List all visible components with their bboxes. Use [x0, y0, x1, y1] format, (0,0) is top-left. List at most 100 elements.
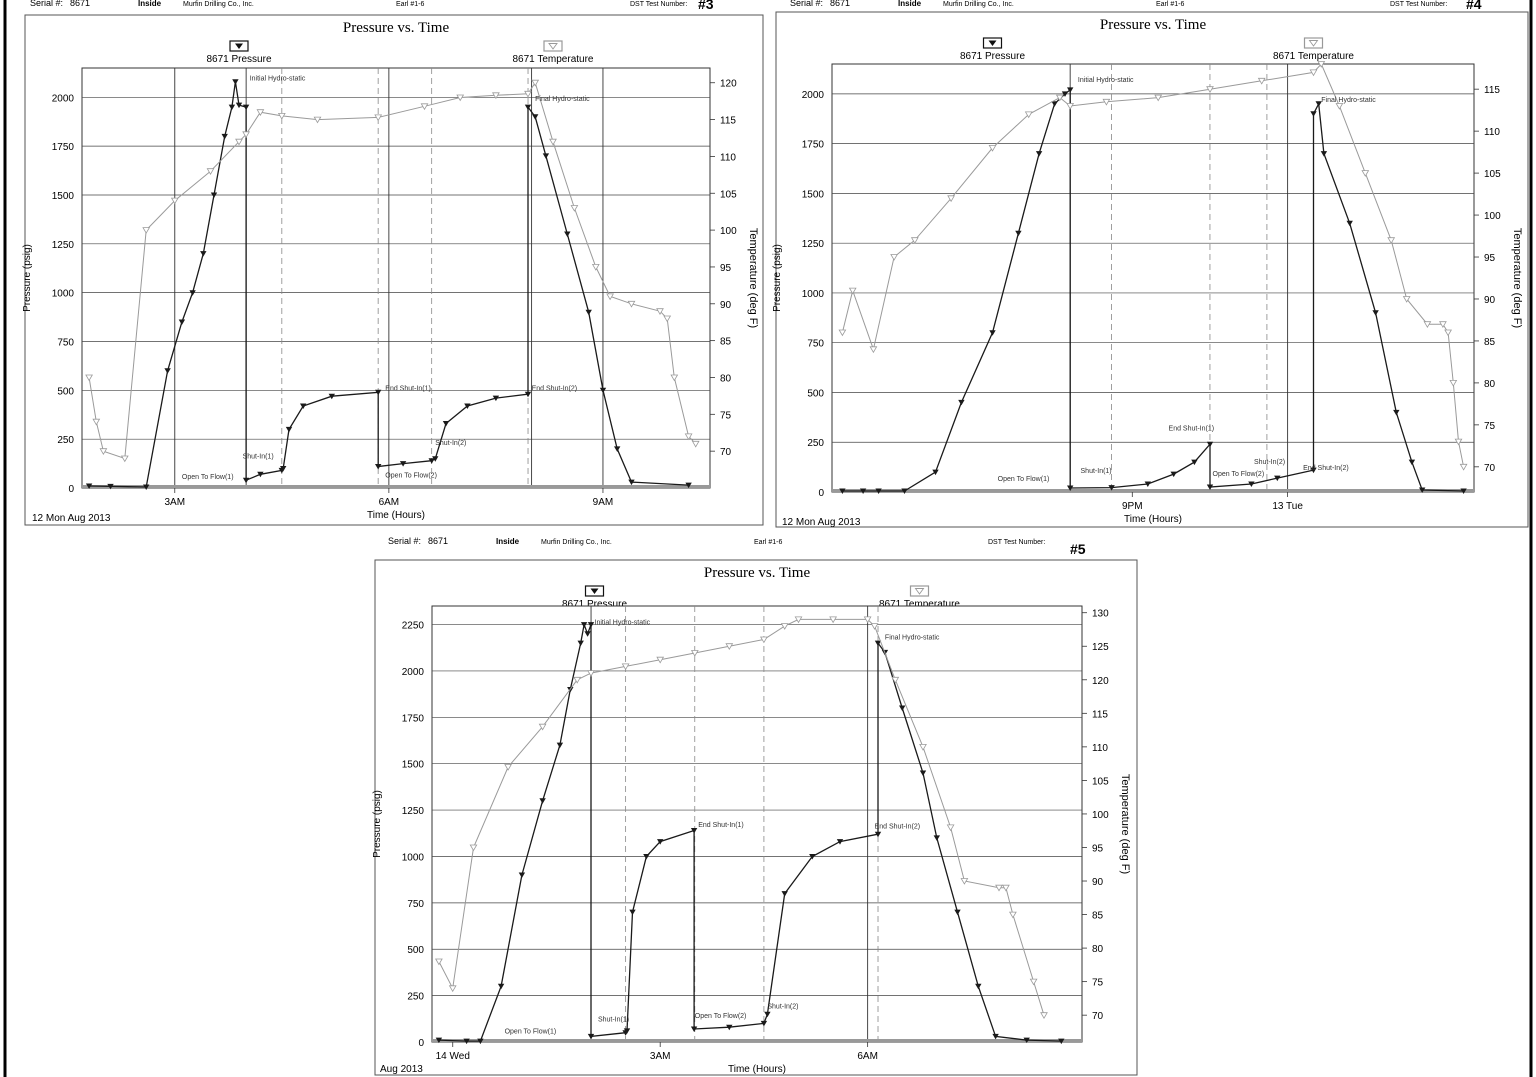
pressure-point: [442, 421, 450, 427]
y-tick-label: 0: [68, 484, 74, 495]
pressure-point: [556, 742, 564, 749]
y2-tick-label: 115: [720, 116, 736, 127]
legend-marker-filled: [590, 588, 599, 594]
event-annotation: End Shut-In(2): [1303, 465, 1349, 472]
x-tick-label: 6AM: [857, 1051, 878, 1062]
pressure-point: [107, 483, 114, 490]
temperature-point: [606, 293, 614, 301]
y2-tick-label: 70: [720, 447, 732, 458]
temperature-point: [691, 440, 700, 448]
y2-tick-label: 85: [720, 337, 732, 348]
chart-frame: [374, 559, 1138, 1076]
y2-tick-label: 130: [1092, 609, 1109, 620]
y-tick-label: 1750: [802, 140, 825, 151]
y-tick-label: 1750: [402, 713, 425, 724]
serial-number: 8671: [830, 0, 850, 8]
temperature-point: [504, 764, 512, 771]
temperature-point: [570, 205, 579, 212]
event-annotation: Open To Flow(2): [385, 472, 437, 479]
x-axis-label: Time (Hours): [728, 1064, 786, 1075]
chart-frame: [775, 11, 1529, 528]
temperature-point: [1402, 296, 1411, 303]
pressure-point: [992, 1033, 999, 1040]
pressure-point: [285, 426, 293, 433]
pressure-point: [399, 461, 407, 467]
event-annotation: End Shut-In(1): [698, 822, 744, 829]
temperature-point: [99, 448, 108, 455]
company-name: Murfin Drilling Co., Inc.: [943, 1, 1014, 8]
event-annotation: Open To Flow(1): [505, 1029, 557, 1036]
temperature-point: [92, 418, 101, 426]
pressure-point: [518, 872, 526, 878]
event-annotation: Shut-In(1): [1081, 468, 1112, 475]
pressure-point: [919, 770, 927, 776]
event-annotation: Open To Flow(2): [1213, 471, 1265, 478]
temperature-point: [1029, 978, 1038, 986]
y-tick-label: 2000: [52, 93, 75, 104]
y2-tick-label: 70: [1092, 1011, 1104, 1022]
pressure-point: [232, 79, 239, 85]
chart-title: Pressure vs. Time: [1100, 17, 1207, 33]
pressure-point: [657, 839, 664, 845]
y2-tick-label: 85: [1484, 337, 1496, 348]
serial-label: Serial #:: [790, 0, 823, 8]
y-tick-label: 250: [407, 992, 424, 1003]
date-label: 12 Mon Aug 2013: [782, 517, 861, 528]
event-annotation: End Shut-In(1): [1169, 425, 1215, 432]
temperature-point: [313, 116, 322, 124]
temperature-point: [420, 103, 429, 111]
event-annotation: Final Hydro-static: [885, 634, 940, 641]
event-annotation: Shut-In(2): [435, 440, 466, 447]
pressure-point: [932, 469, 939, 476]
temperature-point: [947, 195, 955, 203]
y2-tick-label: 80: [720, 373, 732, 384]
pressure-point: [189, 290, 196, 296]
pressure-point: [1206, 484, 1214, 490]
test-number-label: DST Test Number:: [630, 1, 687, 8]
temperature-point: [869, 346, 878, 354]
y2-tick-label: 80: [1484, 379, 1496, 390]
pressure-point: [958, 399, 965, 406]
y-tick-label: 1500: [802, 189, 825, 200]
y-tick-label: 2250: [402, 621, 425, 632]
temperature-point: [690, 650, 699, 657]
y-tick-label: 750: [407, 899, 424, 910]
temperature-point: [946, 824, 955, 832]
temperature-point: [1102, 98, 1111, 106]
pressure-point: [690, 1026, 698, 1032]
x-tick-label: 9AM: [593, 497, 614, 508]
temperature-point: [1009, 911, 1017, 919]
temperature-point: [1459, 463, 1468, 471]
event-annotation: End Shut-In(2): [875, 824, 921, 831]
x-tick-label: 6AM: [379, 497, 400, 508]
temperature-point: [960, 878, 969, 885]
temperature-point: [435, 958, 443, 966]
pressure-point: [300, 403, 307, 409]
pressure-point: [164, 368, 171, 374]
pressure-point: [1170, 471, 1177, 478]
temperature-point: [85, 374, 93, 382]
pressure-point: [328, 393, 335, 400]
temperature-point: [206, 168, 215, 175]
x-axis-label: Time (Hours): [1124, 514, 1182, 525]
pressure-point: [1346, 220, 1353, 227]
x-axis-label: Time (Hours): [367, 510, 425, 521]
y2-tick-label: 115: [1484, 85, 1500, 96]
pressure-point: [1460, 488, 1467, 494]
pressure-point: [463, 1038, 470, 1045]
temperature-point: [448, 985, 457, 993]
y-tick-label: 0: [418, 1038, 424, 1049]
temperature-point: [684, 433, 693, 441]
temperature-point: [890, 254, 898, 261]
pressure-point: [1015, 230, 1022, 237]
pressure-point: [629, 909, 636, 916]
legend-box: [909, 585, 930, 597]
event-annotation: Shut-In(1): [598, 1017, 629, 1024]
pressure-point: [1419, 487, 1426, 493]
temperature-point: [863, 616, 872, 624]
temperature-point: [670, 374, 679, 382]
pressure-point: [643, 854, 650, 860]
event-annotation: Open To Flow(1): [998, 476, 1050, 483]
gauge-position: Inside: [898, 0, 922, 8]
pressure-point: [1310, 467, 1317, 474]
